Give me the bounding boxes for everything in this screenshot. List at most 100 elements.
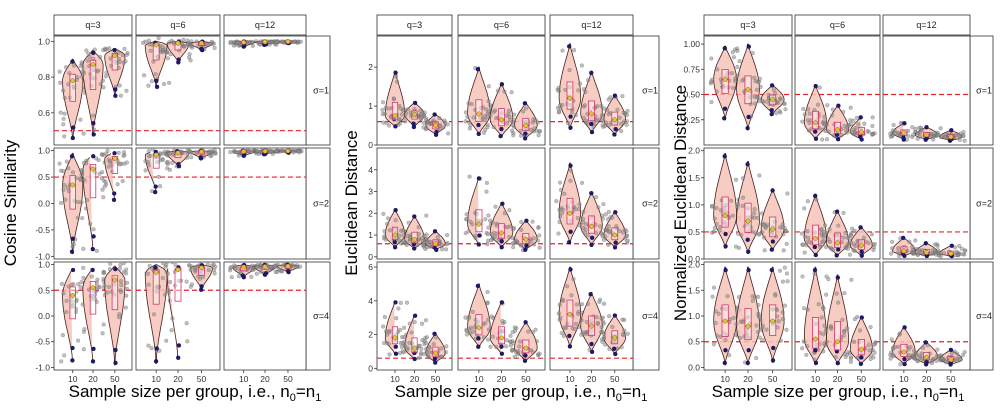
data-point [423,340,428,345]
data-point [470,309,475,314]
data-point [94,248,99,253]
mean-point [241,39,247,45]
outlier-point [568,163,573,168]
data-point [143,168,148,173]
x-tick-label: 20 [922,374,932,384]
data-point [775,314,780,319]
data-point [64,310,69,315]
data-point [504,338,509,343]
data-point [71,63,76,68]
outlier-point [113,360,118,366]
data-point [117,83,122,88]
data-point [715,333,720,338]
data-point [822,323,827,328]
mean-point [412,345,417,351]
panel-q=3-σ=1 [703,35,793,146]
data-point [800,346,805,351]
data-point [161,262,166,266]
data-point [800,119,805,124]
data-point [617,115,622,120]
y-tick-label: -1.0 [35,362,50,372]
data-point [961,134,966,139]
data-point [101,322,106,327]
panel-q=12-σ=1 [882,35,971,146]
mean-point [770,97,775,103]
data-point [617,228,622,233]
data-point [712,216,717,221]
data-point [89,83,94,88]
outlier-point [745,360,750,366]
mean-point [392,335,398,341]
data-point [397,238,402,243]
data-point [557,220,562,225]
data-point [504,121,509,126]
data-point [124,293,129,298]
outlier-point [393,351,399,356]
outlier-point [769,267,774,273]
mean-point [199,149,204,155]
data-point [804,240,809,245]
data-point [870,132,875,137]
data-point [802,234,807,239]
data-point [910,245,915,250]
data-point [757,76,762,81]
data-point [156,36,161,41]
data-point [78,285,83,290]
data-point [854,115,859,120]
data-point [206,268,211,273]
data-point [187,52,192,57]
data-point [235,40,240,45]
data-point [394,316,399,321]
data-point [712,225,717,230]
y-tick-label: 0.8 [38,72,50,82]
data-point [871,245,876,250]
data-point [493,204,498,209]
data-point [836,300,841,305]
data-point [844,243,849,248]
data-point [601,336,606,341]
data-point [146,271,151,276]
data-point [102,184,107,189]
data-point [444,344,449,349]
data-point [804,352,809,357]
data-point [579,180,584,185]
outlier-point [393,207,398,213]
mean-point [112,277,118,283]
y-tick-label: 0 [368,140,373,150]
mean-point [612,232,618,238]
x-tick-label: 10 [899,374,909,384]
data-point [780,279,785,284]
data-point [490,220,495,225]
data-point [606,123,611,128]
data-point [439,346,444,351]
data-point [58,201,63,206]
data-point [891,122,896,127]
mean-point [612,117,618,123]
data-point [826,277,831,282]
facet-strip-q=3 [376,14,453,36]
data-point [733,244,738,249]
data-point [75,215,80,220]
data-point [400,112,405,117]
panel-q=3-σ=4 [376,261,453,371]
outlier-point [476,242,481,247]
data-point [123,305,128,310]
data-point [80,302,85,307]
data-point [173,262,178,267]
data-point [735,204,740,209]
data-point [80,169,85,174]
data-point [734,74,739,79]
data-point [402,325,407,330]
box-10 [812,110,819,130]
data-point [603,227,608,232]
outlier-point [475,67,481,72]
data-point [805,307,810,312]
data-point [560,48,565,53]
panel-q=6-σ=1 [794,35,881,146]
y-tick-label: 4 [368,165,373,175]
data-point [81,246,86,251]
data-point [296,39,301,44]
data-point [466,316,471,321]
data-point [606,210,611,215]
data-point [836,223,841,228]
